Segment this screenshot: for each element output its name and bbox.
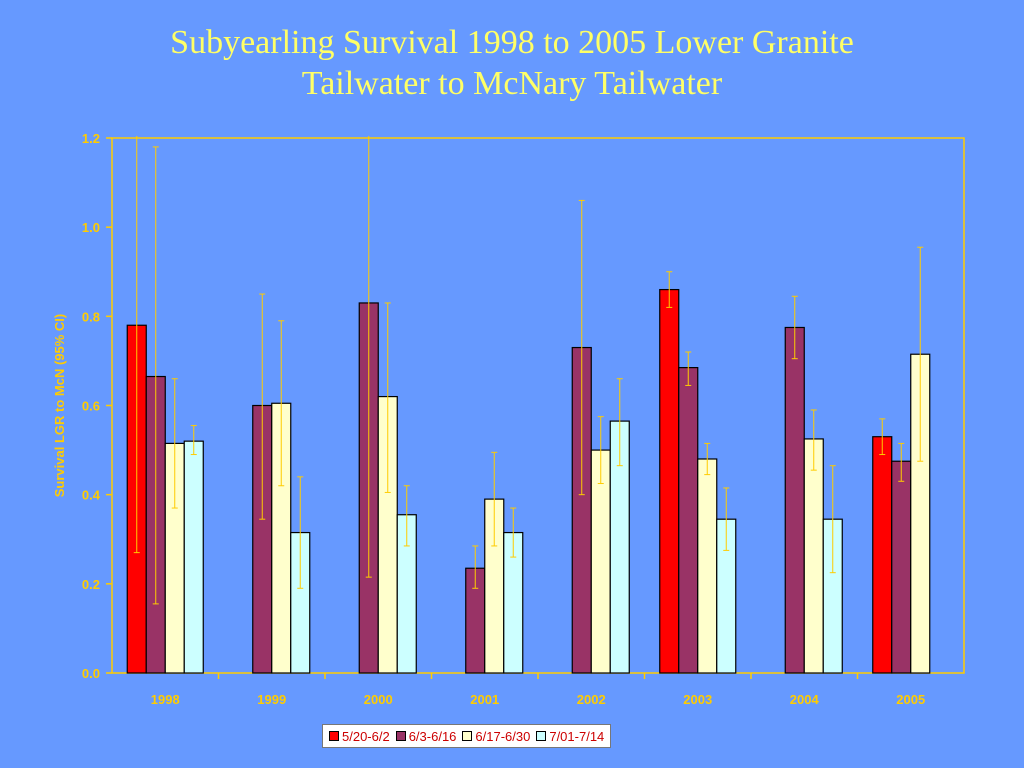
- bar: [872, 436, 893, 674]
- legend-label: 6/3-6/16: [408, 728, 457, 744]
- x-tick-label: 2000: [364, 692, 393, 707]
- x-tick-label: 1999: [257, 692, 286, 707]
- bar: [803, 438, 824, 674]
- y-tick-label: 1.0: [82, 220, 100, 235]
- bar: [678, 367, 699, 674]
- y-axis-label: Survival LGR to McN (95% CI): [52, 314, 67, 497]
- legend-swatch: [462, 731, 473, 741]
- y-tick-label: 0.4: [82, 488, 101, 503]
- x-tick-label: 2001: [470, 692, 499, 707]
- y-tick-label: 0.2: [82, 577, 100, 592]
- legend-label: 7/01-7/14: [549, 728, 605, 744]
- bar: [891, 460, 912, 674]
- legend-label: 6/17-6/30: [475, 728, 531, 744]
- x-tick-label: 2004: [790, 692, 820, 707]
- chart-legend: 5/20-6/2 6/3-6/16 6/17-6/30 7/01-7/14: [322, 724, 612, 748]
- x-tick-label: 2002: [577, 692, 606, 707]
- legend-swatch: [329, 731, 339, 741]
- y-tick-label: 1.2: [82, 131, 100, 146]
- legend-swatch: [395, 731, 406, 741]
- legend-label: 5/20-6/2: [342, 728, 390, 744]
- bar: [659, 288, 680, 674]
- legend-item: 6/3-6/16: [395, 728, 457, 744]
- y-tick-label: 0.0: [82, 666, 100, 681]
- x-tick-label: 2005: [896, 692, 925, 707]
- y-tick-label: 0.6: [82, 399, 100, 414]
- bar: [183, 440, 204, 674]
- y-tick-label: 0.8: [82, 309, 100, 324]
- chart-title-line-2: Tailwater to McNary Tailwater: [301, 65, 723, 102]
- legend-swatch: [536, 731, 547, 741]
- chart-title-line-1: Subyearling Survival 1998 to 2005 Lower …: [170, 24, 854, 61]
- legend-item: 5/20-6/2: [329, 729, 390, 744]
- chart-title: Subyearling Survival 1998 to 2005 Lower …: [0, 22, 1024, 104]
- bar: [784, 326, 805, 674]
- x-tick-label: 2003: [683, 692, 712, 707]
- legend-item: 6/17-6/30: [462, 729, 530, 744]
- bar: [697, 458, 718, 674]
- legend-item: 7/01-7/14: [536, 729, 604, 744]
- x-tick-label: 1998: [151, 692, 180, 707]
